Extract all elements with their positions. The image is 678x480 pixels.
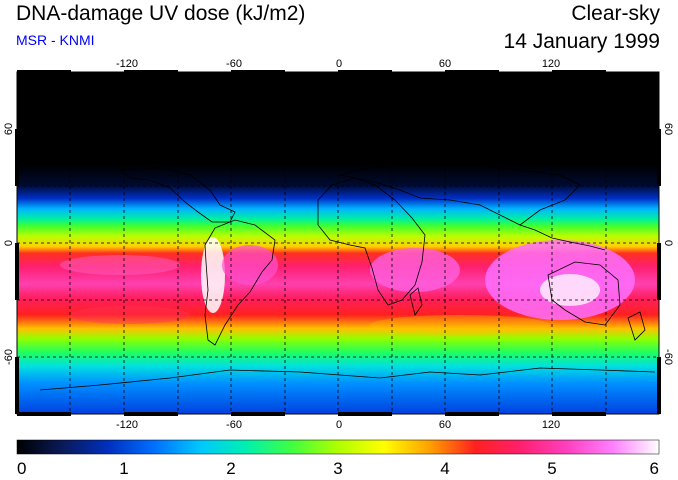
colorbar-label-1: 1 bbox=[119, 459, 128, 478]
date-label: 14 January 1999 bbox=[503, 30, 660, 53]
australia-peak-dose bbox=[540, 274, 600, 306]
madagascar-coast bbox=[409, 287, 423, 316]
north-america-coast bbox=[118, 167, 236, 223]
andes-peak-dose bbox=[201, 237, 225, 313]
colorbar-label-6: 6 bbox=[650, 459, 659, 478]
lat-tick-right-1: 60 bbox=[662, 123, 674, 135]
colorbar-label-5: 5 bbox=[547, 459, 556, 478]
lat-tick-left-2: 0 bbox=[3, 240, 15, 246]
lat-tick-right-3: -60 bbox=[662, 349, 674, 365]
lon-tick-bottom-2: -60 bbox=[226, 419, 242, 431]
colorbar-label-4: 4 bbox=[440, 459, 449, 478]
indonesia-coast bbox=[519, 224, 606, 251]
lon-tick-bottom-4: 60 bbox=[439, 419, 451, 431]
colorbar-label-0: 0 bbox=[17, 459, 26, 478]
australia-coast bbox=[547, 261, 621, 326]
south-america-coast bbox=[204, 219, 276, 346]
colorbar-labels: 0 1 2 3 4 5 6 bbox=[17, 459, 659, 478]
lon-tick-top-4: 60 bbox=[439, 58, 451, 70]
antarctica-coast bbox=[39, 367, 656, 391]
lon-tick-top-2: -60 bbox=[226, 58, 242, 70]
colorbar-label-2: 2 bbox=[226, 459, 235, 478]
colorbar bbox=[16, 439, 660, 455]
africa-coast bbox=[317, 177, 426, 306]
lon-tick-bottom-1: -120 bbox=[116, 419, 138, 431]
lat-tick-left-1: 60 bbox=[3, 123, 15, 135]
map-border bbox=[15, 70, 661, 416]
southern-ocean-band bbox=[370, 315, 550, 335]
coastlines bbox=[39, 164, 656, 391]
africa-high-dose bbox=[370, 248, 460, 292]
south-america-high-dose bbox=[222, 245, 278, 285]
lon-tick-top-5: 120 bbox=[542, 58, 560, 70]
new-zealand-coast bbox=[627, 311, 646, 341]
map-title: DNA-damage UV dose (kJ/m2) bbox=[16, 2, 306, 25]
lat-tick-right-2: 0 bbox=[662, 240, 674, 246]
colorbar-label-3: 3 bbox=[333, 459, 342, 478]
eurasia-coast bbox=[339, 164, 581, 226]
lon-tick-bottom-3: 0 bbox=[336, 419, 342, 431]
source-label: MSR - KNMI bbox=[16, 32, 95, 48]
lat-tick-left-3: -60 bbox=[3, 349, 15, 365]
graticule bbox=[17, 72, 659, 414]
lon-tick-top-1: -120 bbox=[116, 58, 138, 70]
pacific-band bbox=[60, 255, 180, 275]
lon-tick-bottom-5: 120 bbox=[542, 419, 560, 431]
condition-label: Clear-sky bbox=[571, 2, 660, 25]
lon-tick-top-3: 0 bbox=[336, 58, 342, 70]
south-pacific-band bbox=[70, 306, 190, 324]
